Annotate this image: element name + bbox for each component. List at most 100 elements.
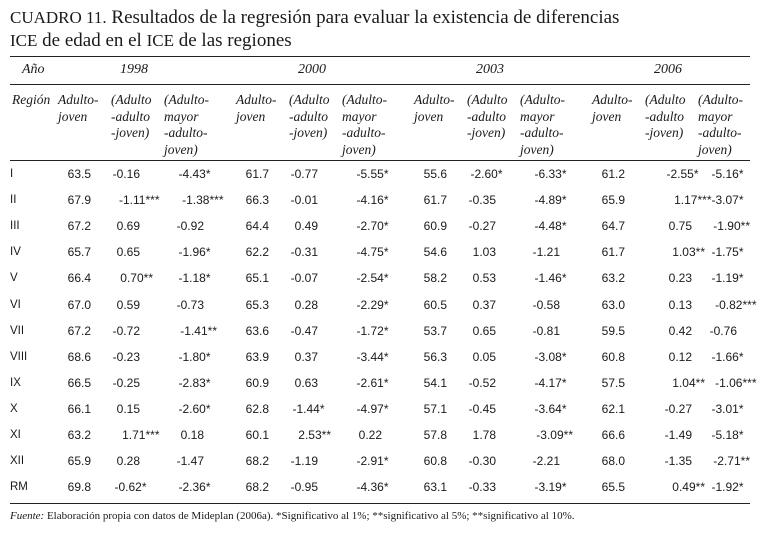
value-cell: 66.3 xyxy=(245,193,269,208)
table-row: IX 66.5 -0.25 -2.83* 60.9 0.63 -2.61* 54.1 -0.52… xyxy=(0,373,760,393)
sub-header-line: -adulto xyxy=(289,108,328,124)
sub-header-line: -adulto- xyxy=(164,125,208,140)
value-cell: 64.7 xyxy=(601,219,625,234)
value-cell: 54.1 xyxy=(423,375,447,390)
value-cell: -0.16 xyxy=(112,167,140,181)
value-cell: 1.03** xyxy=(672,245,705,260)
value-cell: 69.8 xyxy=(67,480,91,495)
table-row: XI 63.2 1.71*** 0.18 60.1 2.53** 0.22 57.8 1.78 -… xyxy=(0,425,760,445)
region-cell: VI xyxy=(10,298,21,311)
value-cell: 62.2 xyxy=(245,245,269,260)
value-cell: -1.19 xyxy=(290,454,318,469)
sub-header-line: (Adulto- xyxy=(520,92,565,107)
header-rule xyxy=(10,160,750,161)
year-2003: 2003 xyxy=(476,62,504,77)
table-row: I 63.5 -0.16 -4.43* 61.7 -0.77 -5.55* 55.6 -2.60… xyxy=(0,164,760,184)
value-cell: 1.04** xyxy=(672,375,705,390)
value-cell: -1.19* xyxy=(711,271,744,286)
region-cell: XI xyxy=(10,429,21,441)
region-cell: XII xyxy=(10,455,25,468)
table-row: XII 65.9 0.28 -1.47 68.2 -1.19 -2.91* 60.8 -0.30… xyxy=(0,451,760,471)
value-cell: 68.6 xyxy=(67,349,91,364)
value-cell: 53.7 xyxy=(423,323,447,338)
sub-header-line: (Adulto xyxy=(645,92,686,107)
value-cell: 66.6 xyxy=(601,428,625,442)
value-cell: 0.63 xyxy=(294,375,318,390)
value-cell: 65.1 xyxy=(245,271,269,286)
value-cell: -0.95 xyxy=(290,480,318,495)
value-cell: -1.75* xyxy=(711,245,744,260)
title-line2-end: de las regiones xyxy=(173,30,292,51)
value-cell: 1.78 xyxy=(472,428,496,442)
value-cell: -0.47 xyxy=(290,323,318,338)
table-row: X 66.1 0.15 -2.60* 62.8 -1.44* -4.97* 57.1 -0.45… xyxy=(0,399,760,419)
value-cell: -4.17* xyxy=(534,375,567,390)
value-cell: -0.72 xyxy=(112,323,140,338)
sub-header-line: (Adulto- xyxy=(342,92,387,107)
value-cell: 61.7 xyxy=(601,245,625,260)
value-cell: -0.23 xyxy=(112,349,140,364)
region-cell: VII xyxy=(10,324,25,337)
value-cell: -0.31 xyxy=(290,245,318,260)
value-cell: -0.62* xyxy=(114,480,147,495)
sub-header-line: joven xyxy=(414,108,444,124)
sub-header-line: (Adulto xyxy=(289,92,330,107)
sub-header-line: mayor xyxy=(342,108,377,124)
value-cell: -2.55* xyxy=(666,167,699,181)
value-cell: -0.30 xyxy=(468,454,496,469)
value-cell: 0.13 xyxy=(668,297,692,312)
value-cell: 63.9 xyxy=(245,349,269,364)
sub-header-line: -adulto- xyxy=(520,125,564,140)
sub-header-line: (Adulto xyxy=(111,92,152,107)
value-cell: 63.5 xyxy=(67,167,91,181)
value-cell: -2.71** xyxy=(713,454,750,469)
region-label: Región xyxy=(12,92,51,107)
sub-header-1998-0: Adulto-joven xyxy=(58,92,99,125)
value-cell: -5.55* xyxy=(356,167,389,181)
value-cell: 61.7 xyxy=(245,167,269,181)
value-cell: -0.27 xyxy=(664,401,692,416)
value-cell: -0.33 xyxy=(468,480,496,495)
value-cell: -1.38*** xyxy=(182,193,224,208)
value-cell: -1.72* xyxy=(356,323,389,338)
value-cell: -2.54* xyxy=(356,271,389,286)
sub-header-2006-1: (Adulto -adulto -joven) xyxy=(645,92,686,142)
table-row: II 67.9 -1.11*** -1.38*** 66.3 -0.01 -4.16* 61.… xyxy=(0,190,760,210)
sub-header-line: -joven) xyxy=(467,125,506,140)
value-cell: 0.65 xyxy=(116,245,140,260)
value-cell: 0.15 xyxy=(116,401,140,416)
value-cell: -2.70* xyxy=(356,219,389,234)
value-cell: -2.60* xyxy=(178,401,211,416)
value-cell: 64.4 xyxy=(245,219,269,234)
value-cell: 60.9 xyxy=(423,219,447,234)
sub-header-line: joven xyxy=(236,108,266,124)
value-cell: 65.5 xyxy=(601,480,625,495)
sub-header-line: joven xyxy=(592,108,622,124)
value-cell: -3.64* xyxy=(534,401,567,416)
table-row: III 67.2 0.69 -0.92 64.4 0.49 -2.70* 60.9 -0.27 -… xyxy=(0,216,760,236)
sub-header-line: mayor xyxy=(520,108,555,124)
sub-header-line: mayor xyxy=(164,108,199,124)
sub-header-line: mayor xyxy=(698,108,733,124)
table-title: CUADRO 11. Resultados de la regresión pa… xyxy=(10,6,750,52)
value-cell: 63.2 xyxy=(601,271,625,286)
sub-header-line: joven) xyxy=(342,141,376,157)
table-row: IV 65.7 0.65 -1.96* 62.2 -0.31 -4.75* 54.6 1.03 -… xyxy=(0,242,760,262)
title-ice-2: ICE xyxy=(146,31,174,50)
year-2006: 2006 xyxy=(654,62,682,77)
value-cell: 0.12 xyxy=(668,349,692,364)
ano-label: Año xyxy=(22,62,45,77)
value-cell: 0.49** xyxy=(672,480,705,495)
sub-header-line: Adulto- xyxy=(414,92,455,107)
sub-header-line: -adulto- xyxy=(342,125,386,140)
value-cell: 0.37 xyxy=(294,349,318,364)
value-cell: 57.5 xyxy=(601,375,625,390)
value-cell: -1.18* xyxy=(178,271,211,286)
value-cell: -3.01* xyxy=(711,401,744,416)
value-cell: -2.60* xyxy=(470,167,503,181)
value-cell: 65.9 xyxy=(601,193,625,208)
value-cell: -1.49 xyxy=(664,428,692,442)
value-cell: 65.7 xyxy=(67,245,91,260)
top-rule xyxy=(10,56,750,57)
value-cell: 60.9 xyxy=(245,375,269,390)
